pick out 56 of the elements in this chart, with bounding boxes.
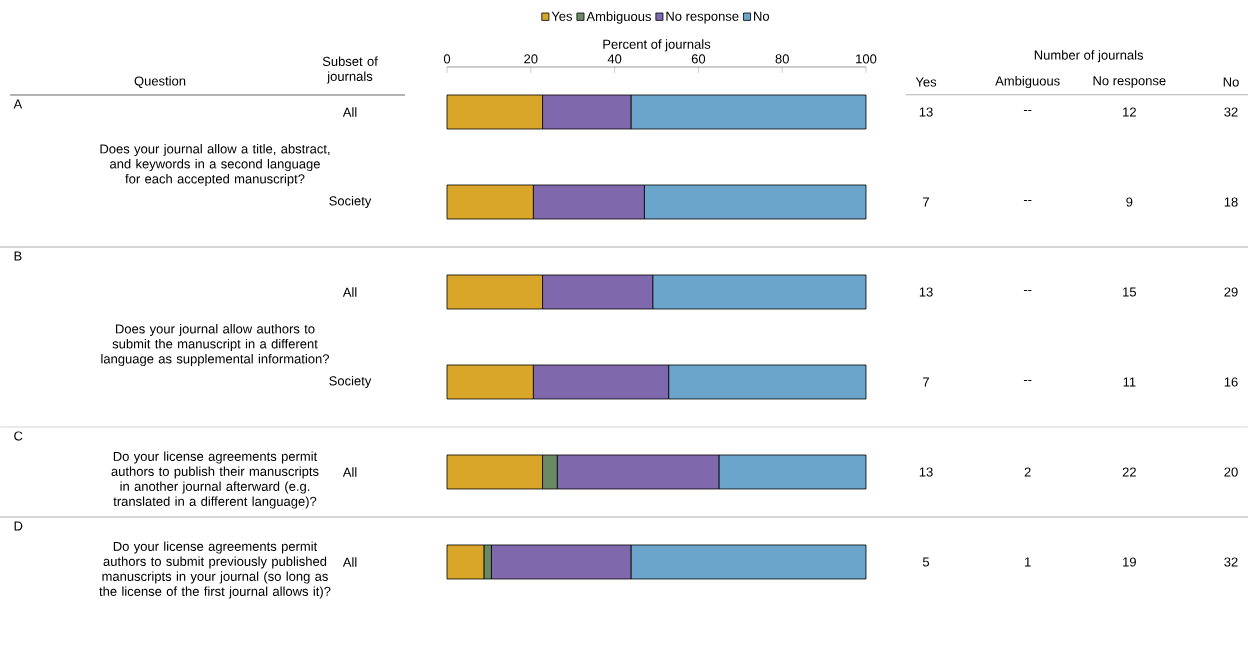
x-tick-label: 0 xyxy=(443,54,451,64)
text: Ambiguous xyxy=(995,75,1060,89)
y-tick-label: All xyxy=(342,467,357,477)
text: 7 xyxy=(923,377,929,387)
text: Subset of journals xyxy=(322,56,378,84)
legend-label: No xyxy=(754,11,770,21)
text: 32 xyxy=(1224,107,1238,117)
text: C xyxy=(14,431,23,441)
x-tick-label: 60 xyxy=(691,54,706,64)
text: -- xyxy=(1023,380,1032,382)
text: No xyxy=(1223,77,1239,87)
text: 15 xyxy=(1123,287,1137,297)
text: -- xyxy=(1023,200,1032,202)
text: 18 xyxy=(1224,197,1238,207)
x-tick-label: 20 xyxy=(524,54,538,64)
text: -- xyxy=(1023,290,1032,292)
text: 13 xyxy=(919,287,933,297)
text: 19 xyxy=(1123,557,1136,567)
y-tick-label: All xyxy=(342,557,357,567)
text: No response xyxy=(1093,76,1166,88)
text: D xyxy=(14,521,23,531)
text: 16 xyxy=(1224,377,1238,387)
text: 20 xyxy=(1224,467,1238,477)
y-tick-label: All xyxy=(342,107,357,117)
text: Yes xyxy=(915,77,937,87)
text: Does your journal allow a title, abstract, and keywords in a second language for each accepted manuscript? xyxy=(100,143,330,187)
text: 9 xyxy=(1126,197,1133,207)
x-tick-label: 40 xyxy=(607,54,622,64)
text: Question xyxy=(134,76,186,88)
y-tick-label: All xyxy=(342,287,357,297)
x-axis-title: Percent of journals xyxy=(603,39,711,52)
text: 2 xyxy=(1024,467,1031,477)
x-tick-label: 80 xyxy=(775,54,789,64)
x-tick-label: 100 xyxy=(856,54,877,64)
text: 11 xyxy=(1123,377,1136,387)
legend-label: No response xyxy=(666,11,739,24)
legend-label: Yes xyxy=(551,11,573,21)
text: 1 xyxy=(1025,557,1031,567)
text: Number of journals xyxy=(1034,50,1144,63)
text: 7 xyxy=(923,197,929,207)
text: -- xyxy=(1023,110,1032,112)
text: 13 xyxy=(919,107,933,117)
y-tick-label: Society xyxy=(329,195,372,209)
legend-label: Ambiguous xyxy=(586,11,651,24)
text: B xyxy=(14,251,22,261)
text: 13 xyxy=(919,467,933,477)
text: 22 xyxy=(1122,467,1136,477)
text: 29 xyxy=(1224,287,1238,297)
text: Do your license agreements permit authors to publish their manuscripts in another journal afterward (e.g. translated in a different language)? xyxy=(111,451,319,509)
text: 5 xyxy=(922,557,930,567)
text: A xyxy=(13,99,23,109)
y-tick-label: Society xyxy=(329,375,372,389)
text: Do your license agreements permit authors to submit previously published manuscripts in your journal (so long as the license of the first journal allows it)? xyxy=(99,541,331,599)
text: 32 xyxy=(1224,557,1238,567)
text: 12 xyxy=(1123,107,1136,117)
text: Does your journal allow authors to submit the manuscript in a different language as supplemental information? xyxy=(101,323,330,367)
